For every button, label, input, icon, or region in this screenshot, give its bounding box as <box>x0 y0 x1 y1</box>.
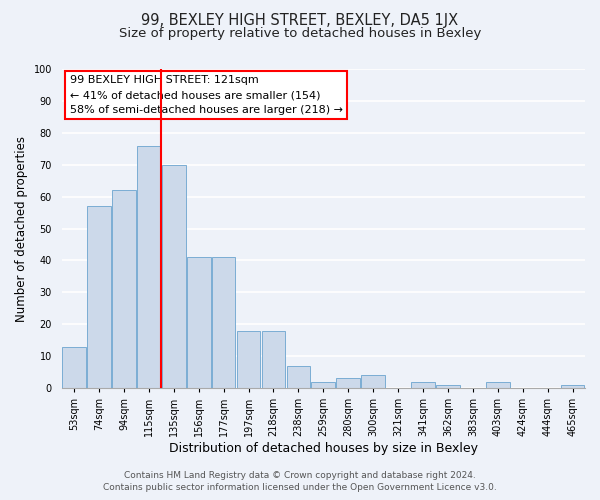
Bar <box>561 385 584 388</box>
Y-axis label: Number of detached properties: Number of detached properties <box>15 136 28 322</box>
Bar <box>262 330 286 388</box>
Bar <box>411 382 435 388</box>
Bar <box>237 330 260 388</box>
Bar <box>337 378 360 388</box>
Bar <box>287 366 310 388</box>
Text: 99 BEXLEY HIGH STREET: 121sqm
← 41% of detached houses are smaller (154)
58% of : 99 BEXLEY HIGH STREET: 121sqm ← 41% of d… <box>70 76 343 115</box>
Bar <box>486 382 509 388</box>
Bar <box>436 385 460 388</box>
Text: 99, BEXLEY HIGH STREET, BEXLEY, DA5 1JX: 99, BEXLEY HIGH STREET, BEXLEY, DA5 1JX <box>142 12 458 28</box>
Bar <box>361 376 385 388</box>
Bar <box>162 164 185 388</box>
Bar <box>62 346 86 388</box>
Text: Size of property relative to detached houses in Bexley: Size of property relative to detached ho… <box>119 28 481 40</box>
X-axis label: Distribution of detached houses by size in Bexley: Distribution of detached houses by size … <box>169 442 478 455</box>
Bar <box>187 257 211 388</box>
Bar <box>137 146 161 388</box>
Bar <box>112 190 136 388</box>
Text: Contains HM Land Registry data © Crown copyright and database right 2024.
Contai: Contains HM Land Registry data © Crown c… <box>103 471 497 492</box>
Bar <box>311 382 335 388</box>
Bar <box>212 257 235 388</box>
Bar <box>87 206 111 388</box>
